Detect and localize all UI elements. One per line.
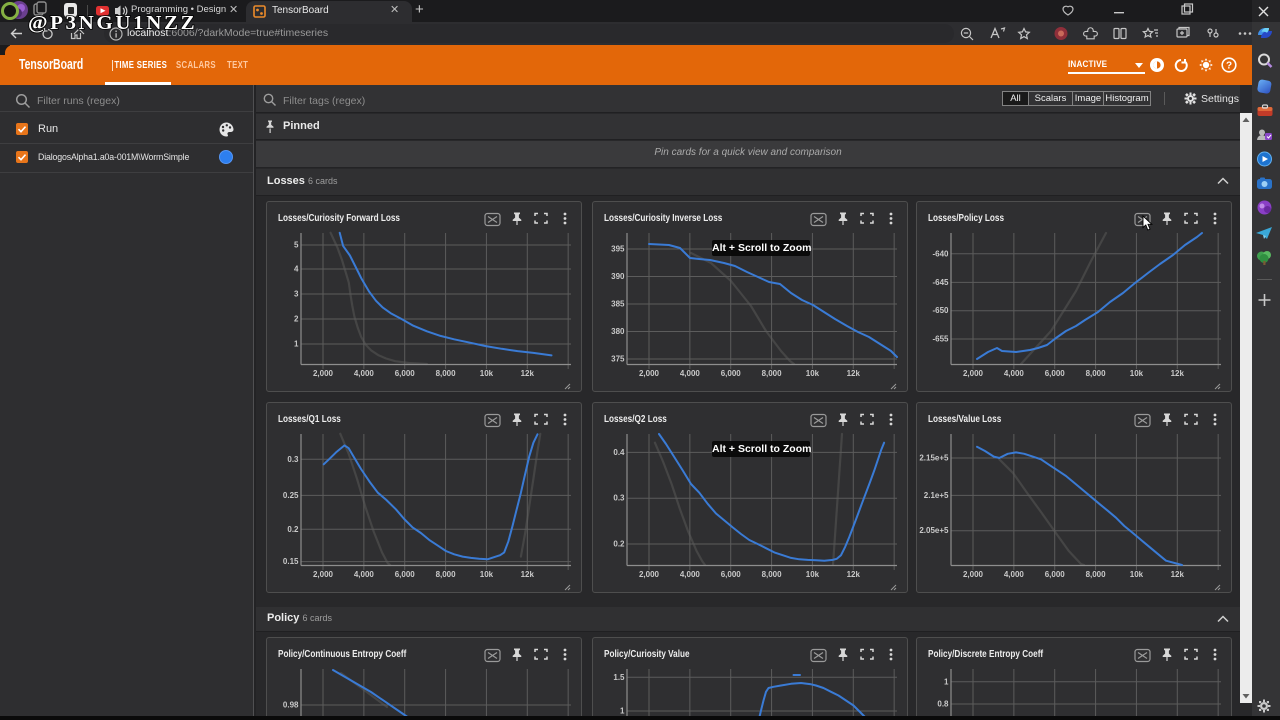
svg-text:0.98: 0.98 [283, 701, 299, 710]
svg-text:8,000: 8,000 [1086, 570, 1107, 579]
svg-text:4,000: 4,000 [354, 369, 375, 378]
svg-text:-655: -655 [932, 335, 949, 344]
svg-text:12k: 12k [847, 369, 861, 378]
svg-text:2,000: 2,000 [639, 570, 660, 579]
svg-text:10k: 10k [1130, 369, 1144, 378]
svg-text:2,000: 2,000 [313, 369, 334, 378]
svg-text:10k: 10k [480, 570, 494, 579]
svg-text:0.2: 0.2 [287, 525, 299, 534]
svg-text:4,000: 4,000 [680, 369, 701, 378]
svg-text:12k: 12k [1171, 369, 1185, 378]
svg-text:1.5: 1.5 [613, 673, 625, 682]
svg-text:-640: -640 [932, 249, 949, 258]
svg-text:6,000: 6,000 [721, 570, 742, 579]
svg-text:0.15: 0.15 [283, 557, 299, 566]
svg-text:380: 380 [611, 327, 625, 336]
svg-text:2,000: 2,000 [639, 369, 660, 378]
svg-text:0.3: 0.3 [287, 455, 299, 464]
svg-text:12k: 12k [521, 369, 535, 378]
svg-text:4,000: 4,000 [1004, 369, 1025, 378]
svg-text:12k: 12k [521, 570, 535, 579]
svg-text:2.1e+5: 2.1e+5 [924, 491, 949, 500]
svg-text:5: 5 [294, 241, 299, 250]
svg-text:2,000: 2,000 [963, 570, 984, 579]
svg-text:2,000: 2,000 [963, 369, 984, 378]
svg-text:8,000: 8,000 [762, 369, 783, 378]
svg-text:4,000: 4,000 [354, 570, 375, 579]
svg-text:0.4: 0.4 [613, 448, 625, 457]
svg-text:-650: -650 [932, 306, 949, 315]
svg-text:6,000: 6,000 [1045, 369, 1066, 378]
svg-text:3: 3 [294, 290, 299, 299]
svg-text:8,000: 8,000 [436, 369, 457, 378]
svg-text:1: 1 [294, 340, 299, 349]
svg-text:-645: -645 [932, 278, 949, 287]
svg-text:1: 1 [944, 677, 949, 686]
svg-text:6,000: 6,000 [395, 369, 416, 378]
svg-text:2,000: 2,000 [313, 570, 334, 579]
svg-text:1: 1 [620, 707, 625, 716]
svg-text:10k: 10k [806, 369, 820, 378]
svg-text:385: 385 [611, 300, 625, 309]
svg-text:4,000: 4,000 [1004, 570, 1025, 579]
svg-text:395: 395 [611, 245, 625, 254]
svg-text:12k: 12k [847, 570, 861, 579]
svg-text:?: ? [1226, 61, 1232, 72]
svg-text:10k: 10k [806, 570, 820, 579]
svg-text:6,000: 6,000 [1045, 570, 1066, 579]
svg-text:0.2: 0.2 [613, 540, 625, 549]
svg-text:12k: 12k [1171, 570, 1185, 579]
svg-text:6,000: 6,000 [395, 570, 416, 579]
svg-text:2.15e+5: 2.15e+5 [919, 454, 949, 463]
svg-text:8,000: 8,000 [1086, 369, 1107, 378]
svg-text:2: 2 [294, 315, 299, 324]
svg-text:0.8: 0.8 [937, 700, 949, 709]
svg-text:0.25: 0.25 [283, 491, 299, 500]
svg-text:8,000: 8,000 [762, 570, 783, 579]
svg-text:375: 375 [611, 355, 625, 364]
svg-text:6,000: 6,000 [721, 369, 742, 378]
svg-text:2.05e+5: 2.05e+5 [919, 526, 949, 535]
svg-text:10k: 10k [480, 369, 494, 378]
svg-text:4: 4 [294, 265, 299, 274]
svg-text:8,000: 8,000 [436, 570, 457, 579]
svg-text:4,000: 4,000 [680, 570, 701, 579]
svg-text:10k: 10k [1130, 570, 1144, 579]
svg-text:0.3: 0.3 [613, 494, 625, 503]
svg-text:390: 390 [611, 272, 625, 281]
